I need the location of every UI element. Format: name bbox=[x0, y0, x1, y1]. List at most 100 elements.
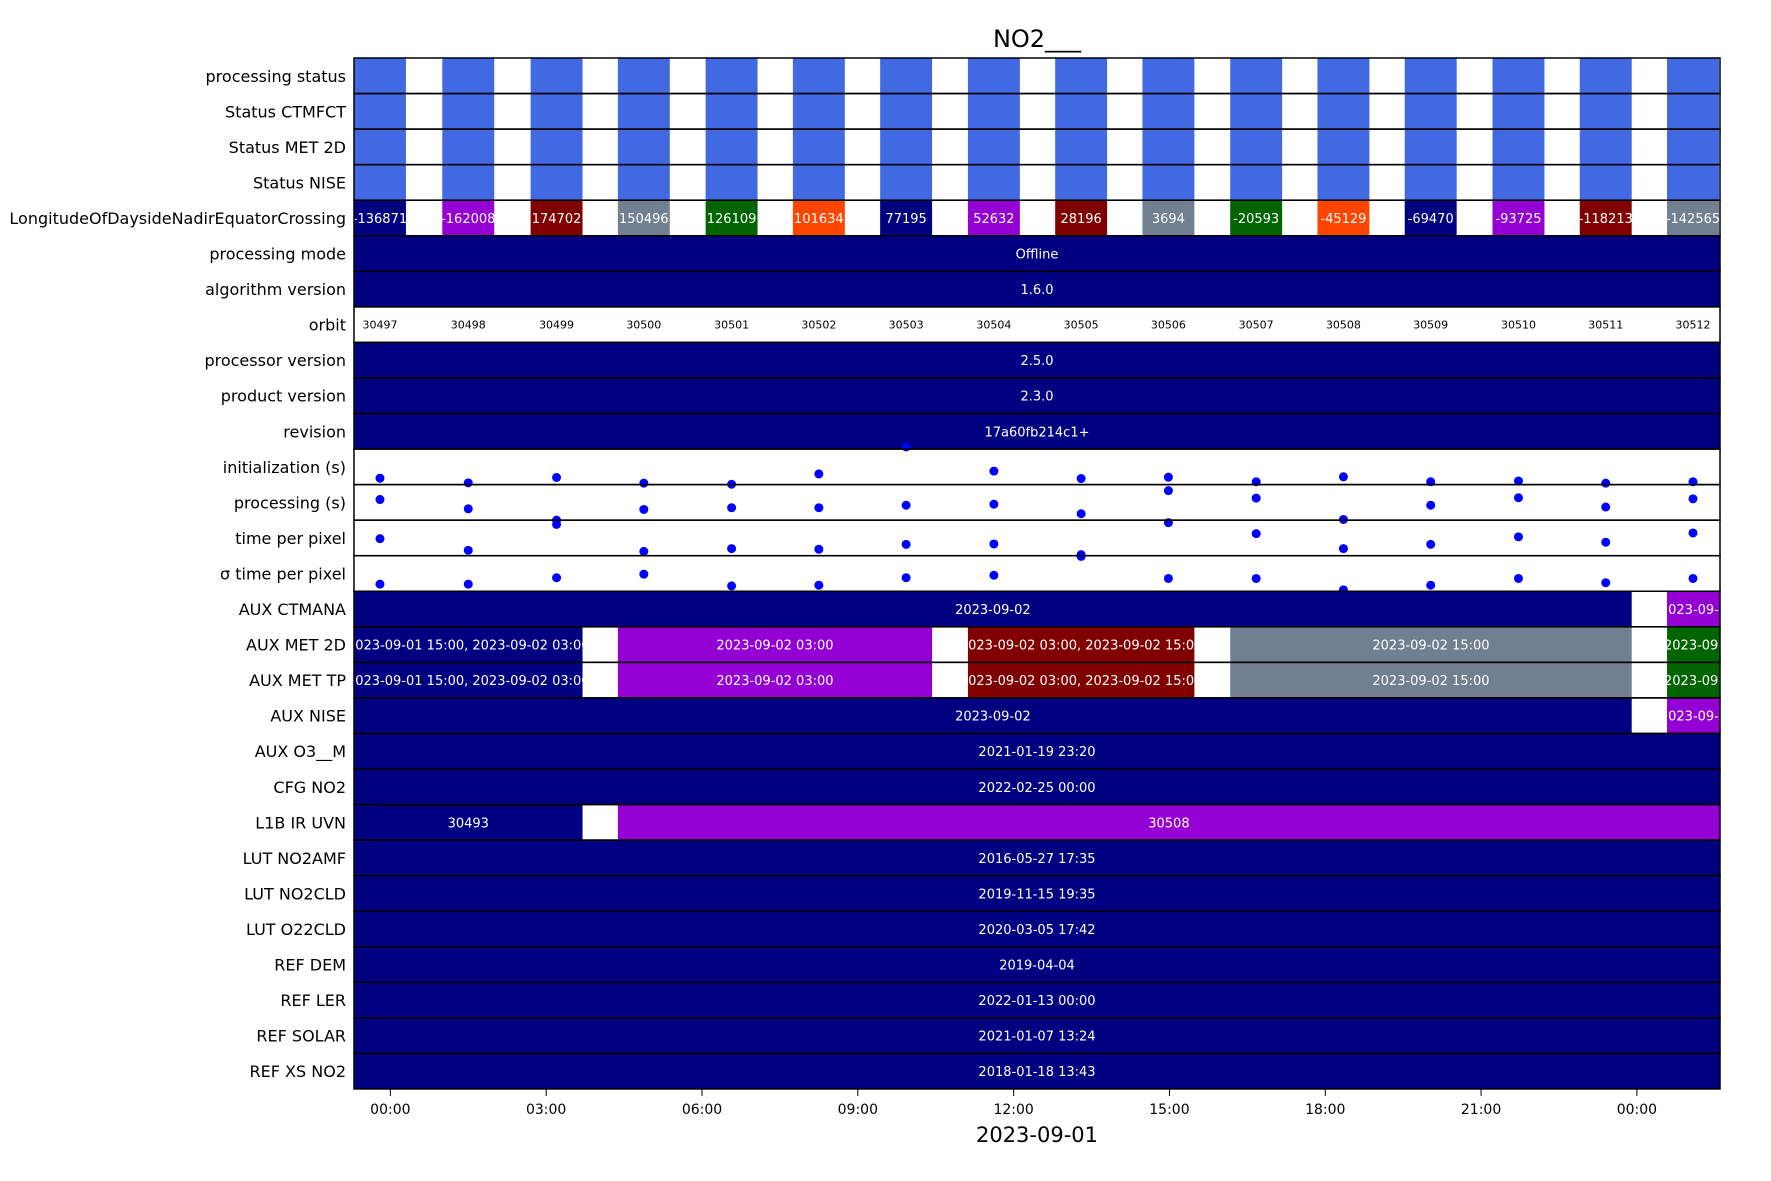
x-tick-label: 03:00 bbox=[526, 1102, 566, 1118]
x-tick-label: 09:00 bbox=[838, 1102, 878, 1118]
span-label: 2023-09-01 15:00, 2023-09-02 03:00 bbox=[347, 639, 590, 654]
orbit-bar-longitudeofdaysidenadirequatorcrossing bbox=[1667, 200, 1719, 236]
data-point-time-per-pixel bbox=[1601, 537, 1611, 547]
span-label: Offline bbox=[1016, 248, 1059, 263]
data-point-time-per-pixel bbox=[1513, 573, 1523, 583]
orbit-bar-status-met-2d bbox=[1492, 129, 1545, 165]
longitude-label: -136871 bbox=[353, 212, 407, 227]
orbit-bar-status-met-2d bbox=[442, 129, 495, 165]
row-label-revision: revision bbox=[283, 422, 346, 441]
data-point-time-per-pixel bbox=[989, 570, 999, 580]
x-tick-label: 18:00 bbox=[1305, 1102, 1345, 1118]
orbit-bar-status-met-2d bbox=[1317, 129, 1370, 165]
x-tick-label: 21:00 bbox=[1461, 1102, 1501, 1118]
orbit-bar-longitudeofdaysidenadirequatorcrossing bbox=[1230, 200, 1283, 236]
orbit-bar-status-ctmfct bbox=[530, 93, 583, 130]
orbit-bar-status-met-2d bbox=[1579, 129, 1632, 165]
row-label-lut-no2amf: LUT NO2AMF bbox=[243, 849, 346, 868]
span-bar-cfg-no2 bbox=[354, 769, 1720, 805]
orbit-bar-status-ctmfct bbox=[967, 93, 1020, 130]
x-tick-label: 12:00 bbox=[993, 1102, 1033, 1118]
span-bar-aux-met-tp bbox=[617, 662, 933, 698]
data-point-processing-s bbox=[1601, 502, 1611, 512]
longitude-label: 150496 bbox=[619, 212, 669, 227]
orbit-bar-status-nise bbox=[1230, 164, 1283, 201]
orbit-bar-status-nise bbox=[1142, 164, 1195, 201]
orbit-bar-status-met-2d bbox=[792, 129, 845, 165]
data-point-processing-s bbox=[814, 503, 824, 513]
span-label: 2023-09-0 bbox=[1660, 603, 1727, 618]
data-point-initialization-s bbox=[1513, 476, 1523, 486]
orbit-bar-longitudeofdaysidenadirequatorcrossing bbox=[792, 200, 845, 236]
span-bar-aux-met-tp bbox=[1667, 662, 1720, 698]
data-point-processing-s bbox=[727, 503, 737, 513]
orbit-bar-status-nise bbox=[880, 164, 933, 201]
orbit-number: 30507 bbox=[1239, 319, 1274, 332]
orbit-number: 30501 bbox=[714, 319, 749, 332]
data-point-time-per-pixel bbox=[1601, 578, 1611, 588]
data-point-initialization-s bbox=[1076, 474, 1086, 484]
longitude-label: -93725 bbox=[1495, 212, 1541, 227]
row-label-ref-ler: REF LER bbox=[280, 991, 346, 1010]
orbit-bar-longitudeofdaysidenadirequatorcrossing bbox=[967, 200, 1020, 236]
orbit-number: 30509 bbox=[1413, 319, 1448, 332]
orbit-number: 30503 bbox=[889, 319, 924, 332]
span-label: 2.5.0 bbox=[1020, 354, 1053, 369]
span-bar-product-version bbox=[354, 377, 1720, 414]
span-label: 2016-05-27 17:35 bbox=[978, 852, 1095, 867]
orbit-bar-longitudeofdaysidenadirequatorcrossing bbox=[530, 200, 583, 236]
orbit-bar-processing-status bbox=[705, 58, 758, 94]
orbit-bar-status-ctmfct bbox=[617, 93, 670, 130]
row-label-status-nise: Status NISE bbox=[253, 173, 346, 192]
span-label: 2021-01-07 13:24 bbox=[978, 1030, 1095, 1045]
span-bar-aux-met-2d bbox=[967, 626, 1195, 663]
orbit-bar-longitudeofdaysidenadirequatorcrossing bbox=[1579, 200, 1632, 236]
row-label-lut-no2cld: LUT NO2CLD bbox=[244, 884, 346, 903]
row-label-processing-mode: processing mode bbox=[209, 245, 346, 264]
longitude-label: 52632 bbox=[973, 212, 1014, 227]
data-point-time-per-pixel bbox=[1251, 529, 1261, 539]
orbit-bar-status-nise bbox=[1404, 164, 1457, 201]
orbit-bar-status-nise bbox=[354, 164, 406, 201]
span-label: 1.6.0 bbox=[1020, 283, 1053, 298]
span-label: 30493 bbox=[448, 816, 489, 831]
orbit-bar-status-nise bbox=[1317, 164, 1370, 201]
row-label-aux-met-tp: AUX MET TP bbox=[249, 671, 346, 690]
span-bar-aux-met-2d bbox=[1667, 626, 1720, 663]
data-point-processing-s bbox=[1163, 486, 1173, 496]
orbit-bar-processing-status bbox=[617, 58, 670, 94]
x-tick-label: 00:00 bbox=[370, 1102, 410, 1118]
orbit-bar-longitudeofdaysidenadirequatorcrossing bbox=[1142, 200, 1195, 236]
span-label: 2023-09-02 03:00 bbox=[716, 674, 833, 689]
orbit-bar-processing-status bbox=[1404, 58, 1457, 94]
orbit-bar-status-met-2d bbox=[1230, 129, 1283, 165]
data-point-time-per-pixel bbox=[901, 539, 911, 549]
row-frame bbox=[353, 554, 1721, 593]
row-label-aux-ctmana: AUX CTMANA bbox=[239, 600, 346, 619]
span-bar-l1b-ir-uvn bbox=[617, 804, 1720, 841]
span-bar-processor-version bbox=[354, 342, 1720, 378]
data-point-time-per-pixel bbox=[552, 573, 562, 583]
orbit-bar-status-nise bbox=[1055, 164, 1108, 201]
span-label: 2018-01-18 13:43 bbox=[978, 1065, 1095, 1080]
orbit-bar-status-ctmfct bbox=[1317, 93, 1370, 130]
orbit-bar-status-met-2d bbox=[1055, 129, 1108, 165]
orbit-bar-status-ctmfct bbox=[1404, 93, 1457, 130]
data-point-time-per-pixel bbox=[1426, 580, 1436, 590]
orbit-bar-status-nise bbox=[617, 164, 670, 201]
data-point-initialization-s bbox=[1601, 478, 1611, 488]
data-point-processing-s bbox=[1513, 493, 1523, 503]
data-point-time-per-pixel bbox=[901, 573, 911, 583]
row-label-status-ctmfct: Status CTMFCT bbox=[225, 102, 346, 121]
span-label: 2019-04-04 bbox=[999, 959, 1075, 974]
orbit-bar-longitudeofdaysidenadirequatorcrossing bbox=[442, 200, 495, 236]
data-point-initialization-s bbox=[639, 478, 649, 488]
row-label-time-per-pixel: time per pixel bbox=[235, 529, 346, 548]
orbit-bar-processing-status bbox=[354, 58, 406, 94]
x-tick-label: 15:00 bbox=[1149, 1102, 1189, 1118]
data-point-initialization-s bbox=[901, 442, 911, 452]
data-point-time-per-pixel bbox=[727, 581, 737, 591]
span-label: 17a60fb214c1+ bbox=[984, 425, 1089, 440]
longitude-label: 174702 bbox=[532, 212, 582, 227]
row-label-orbit: orbit bbox=[309, 316, 346, 335]
